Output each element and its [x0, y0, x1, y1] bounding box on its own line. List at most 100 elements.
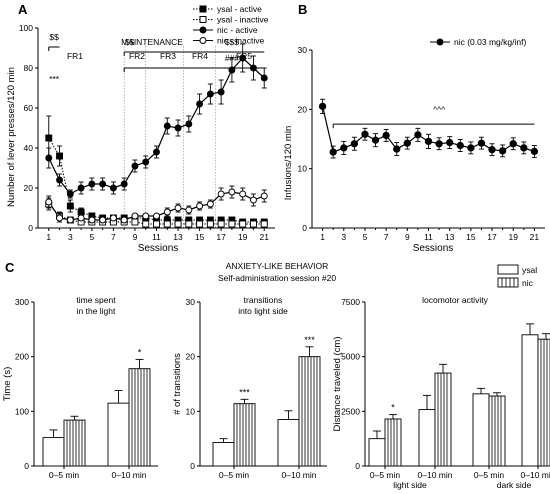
data-point-1 [260, 220, 268, 228]
bar-ysal [418, 409, 436, 467]
data-point-3 [142, 212, 150, 220]
data-point-2 [228, 66, 236, 74]
bar-ysal [368, 438, 386, 467]
chart-title: time spent [76, 295, 116, 305]
data-point-2 [260, 74, 268, 82]
data-point-0 [414, 131, 422, 139]
x-tick-label: 17 [216, 232, 226, 242]
data-point-0 [393, 145, 401, 153]
data-point-2 [174, 124, 182, 132]
data-point-0 [435, 140, 443, 148]
y-tick-label: 20 [24, 183, 34, 193]
section-c-subtitle: Self-administration session #20 [218, 273, 336, 283]
data-point-3 [99, 216, 107, 224]
data-point-3 [206, 200, 214, 208]
y-axis-label: Number of lever presses/120 min [6, 67, 17, 207]
data-point-3 [260, 192, 268, 200]
y-tick-label: 0 [302, 223, 307, 233]
data-point-2 [77, 184, 85, 192]
data-point-1 [153, 220, 160, 228]
y-tick-label: 0 [28, 223, 33, 233]
x-tick-label: 0–10 min [112, 470, 147, 480]
data-point-0 [329, 148, 337, 156]
x-tick-label: 13 [445, 232, 455, 242]
data-point-2 [99, 180, 107, 188]
legend-label: nic (0.03 mg/kg/inf) [454, 37, 526, 47]
bar-ysal [277, 419, 300, 467]
x-tick-label: 0–5 min [49, 470, 80, 480]
y-tick-label: 20 [186, 352, 196, 362]
x-tick-label: 0–5 min [219, 470, 250, 480]
y-tick-label: 5000 [341, 352, 360, 362]
panel-c3-chart: 0 2500 5000 7500 Distance traveled (cm) locom… [332, 295, 550, 490]
data-point-3 [239, 190, 247, 198]
significance-annotation: *** [304, 335, 315, 345]
y-axis-label: Time (s) [2, 367, 13, 401]
data-point-2 [120, 180, 128, 188]
data-point-3 [56, 214, 63, 222]
data-point-2 [163, 122, 171, 130]
x-tick-label: 21 [530, 232, 540, 242]
bar-ysal [107, 402, 130, 467]
data-point-3 [88, 216, 96, 224]
legend-label: nic - active [217, 25, 258, 35]
data-point-0 [318, 102, 327, 111]
y-axis-label: Infusions/120 min [283, 126, 294, 200]
data-point-3 [174, 204, 182, 212]
x-tick-label: 13 [173, 232, 183, 242]
legend-marker [199, 5, 207, 13]
bar-nic [488, 395, 506, 467]
y-tick-label: 100 [15, 406, 29, 416]
data-point-0 [446, 138, 454, 147]
data-point-0 [66, 202, 74, 210]
chart-title: into light side [238, 306, 288, 316]
x-axis-label: Sessions [138, 243, 179, 254]
legend-marker [436, 38, 444, 46]
phase-label-fr4: FR4 [192, 51, 208, 61]
data-point-2 [196, 100, 204, 108]
x-tick-label: 15 [466, 232, 476, 242]
data-point-3 [185, 206, 193, 214]
y-tick-label: 300 [15, 297, 29, 307]
significance-annotation: ^^^ [433, 104, 445, 114]
chart-title: in the light [77, 306, 116, 316]
data-point-1 [250, 220, 257, 228]
legend-marker [199, 26, 207, 34]
data-point-2 [239, 54, 247, 62]
y-tick-label: 20 [298, 104, 308, 114]
data-point-2 [217, 88, 225, 96]
section-c-legend: ysal nic [497, 264, 537, 288]
data-point-3 [250, 196, 257, 204]
data-point-0 [424, 137, 433, 146]
data-point-0 [509, 140, 517, 148]
x-axis-label: Sessions [413, 243, 454, 254]
y-tick-label: 10 [298, 164, 308, 174]
data-point-0 [350, 140, 359, 148]
legend-label-ysal: ysal [522, 265, 537, 275]
significance-annotation: *** [239, 387, 250, 397]
data-point-1 [206, 220, 214, 228]
data-point-2 [56, 176, 63, 184]
data-point-0 [477, 139, 486, 147]
x-tick-label: 0–10 min [521, 470, 550, 480]
phase-label-fr5: FR5 [236, 51, 252, 61]
data-point-0 [530, 147, 539, 156]
data-point-0 [488, 146, 496, 154]
y-tick-label: 7500 [341, 297, 360, 307]
data-point-2 [45, 154, 53, 162]
bar-ysal [521, 334, 539, 467]
significance-annotation: *** [49, 74, 60, 84]
bar-nic [434, 372, 452, 467]
panel-letter-a: A [18, 2, 28, 17]
section-c-title: ANXIETY-LIKE BEHAVIOR [226, 261, 329, 271]
data-point-2 [88, 180, 96, 188]
y-tick-label: 80 [24, 63, 34, 73]
data-point-2 [153, 148, 160, 156]
panel-letter-b: B [298, 2, 307, 17]
y-tick-label: 2500 [341, 406, 360, 416]
legend-label-nic: nic [522, 278, 534, 288]
bar-nic [384, 418, 402, 467]
phase-label-fr2: FR2 [129, 51, 145, 61]
